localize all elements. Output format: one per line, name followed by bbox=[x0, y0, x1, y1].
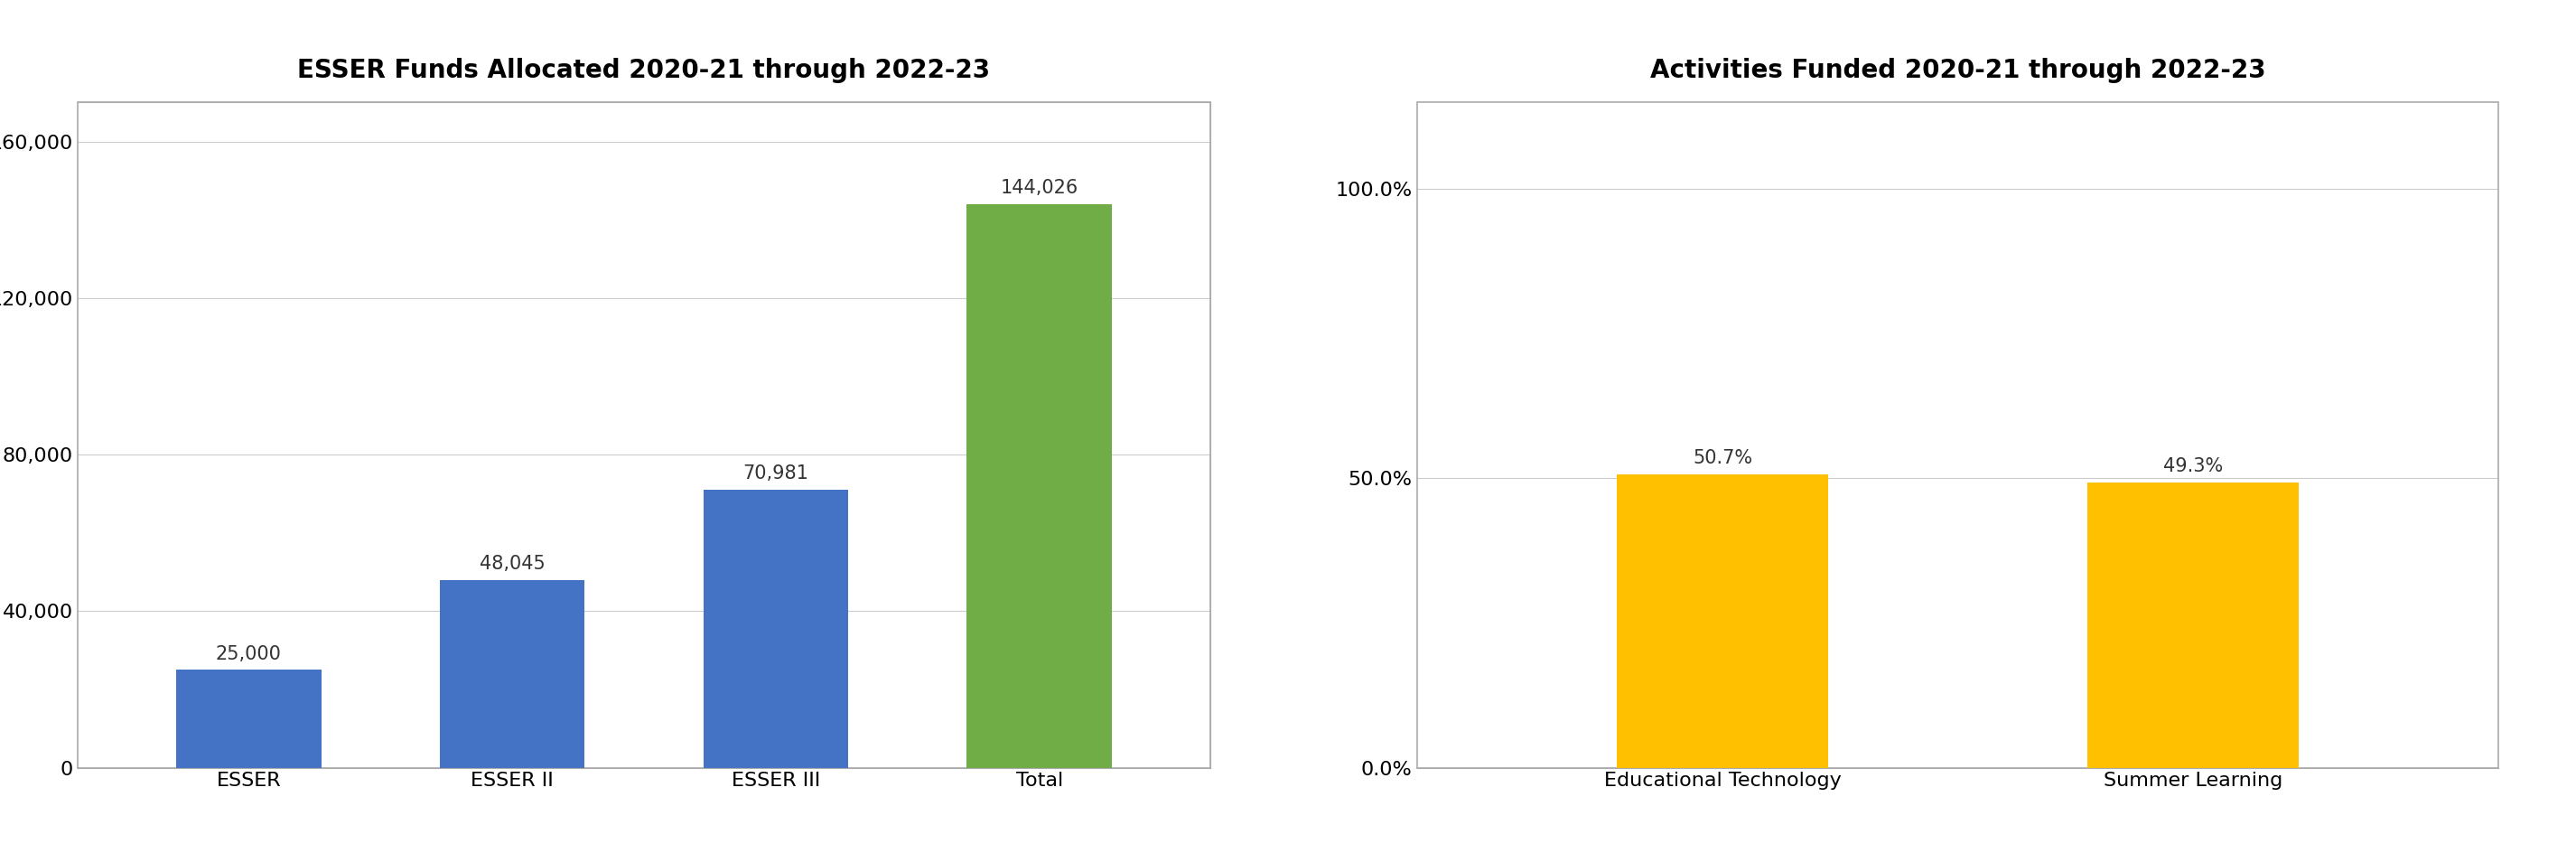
Bar bbox=[1618, 474, 1829, 768]
Title: ESSER Funds Allocated 2020-21 through 2022-23: ESSER Funds Allocated 2020-21 through 20… bbox=[299, 57, 989, 83]
Text: 49.3%: 49.3% bbox=[2164, 457, 2223, 475]
Text: 25,000: 25,000 bbox=[216, 645, 281, 663]
Bar bbox=[440, 580, 585, 768]
Text: 48,045: 48,045 bbox=[479, 554, 546, 572]
Bar bbox=[77, 102, 1211, 768]
Bar bbox=[2087, 483, 2298, 768]
Text: 144,026: 144,026 bbox=[999, 179, 1079, 197]
Title: Activities Funded 2020-21 through 2022-23: Activities Funded 2020-21 through 2022-2… bbox=[1651, 57, 2264, 83]
Text: 70,981: 70,981 bbox=[742, 465, 809, 483]
Bar bbox=[703, 490, 848, 768]
Bar bbox=[966, 204, 1113, 768]
Bar bbox=[1417, 102, 2499, 768]
Text: 50.7%: 50.7% bbox=[1692, 449, 1752, 467]
Bar bbox=[175, 670, 322, 768]
